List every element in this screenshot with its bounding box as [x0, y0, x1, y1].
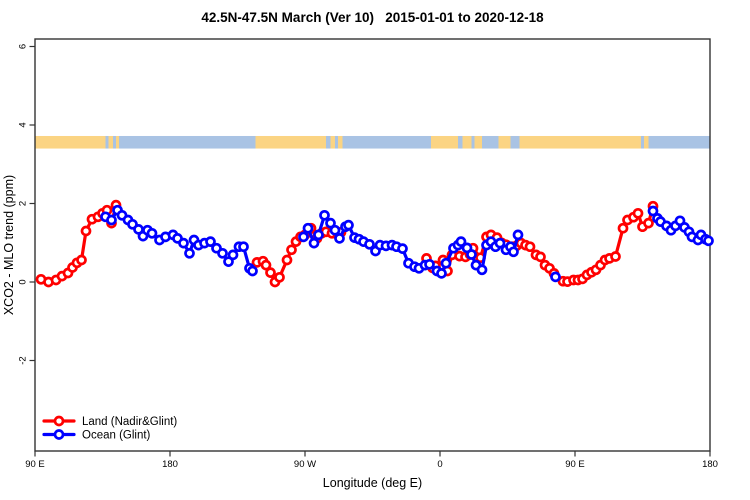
land-data-point: [632, 207, 644, 219]
coast-strip-segment-land: [338, 135, 343, 149]
ocean-data-point: [455, 236, 467, 247]
y-tick-label: 0: [18, 279, 29, 284]
coast-strip-segment-ocean: [335, 135, 338, 149]
coast-strip-segment-land: [431, 135, 458, 149]
land-data-point: [617, 222, 629, 234]
ocean-data-point: [106, 214, 117, 226]
ocean-data-point: [424, 258, 435, 270]
coast-strip-segment-land: [462, 135, 472, 149]
x-tick-label: 180: [702, 459, 718, 470]
coast-strip-segment-land: [108, 135, 113, 149]
ocean-data-point: [364, 238, 375, 250]
ocean-data-point: [308, 237, 320, 249]
y-tick-label: -2: [18, 356, 29, 364]
ocean-data-point: [178, 237, 189, 249]
coast-strip-segment-land: [255, 135, 326, 149]
ocean-data-point: [313, 229, 324, 241]
coast-strip-segment-land: [330, 135, 335, 149]
coast-strip-segment-ocean: [648, 135, 710, 149]
x-tick-label: 90 W: [294, 459, 316, 470]
coast-strip-segment-ocean: [342, 135, 431, 149]
x-tick-label: 90 E: [565, 459, 585, 470]
coast-strip-segment-ocean: [113, 135, 116, 149]
ocean-data-point: [476, 264, 488, 276]
x-tick-label: 0: [437, 459, 442, 470]
ocean-data-point: [343, 219, 354, 231]
land-data-point: [260, 259, 272, 271]
ocean-data-point: [334, 233, 345, 244]
y-tick-label: 4: [18, 122, 29, 127]
y-tick-label: 2: [18, 201, 29, 206]
land-data-point: [80, 225, 92, 237]
chart-title: 42.5N-47.5N March (Ver 10) 2015-01-01 to…: [201, 10, 544, 25]
ocean-data-point: [205, 236, 216, 247]
coast-strip-segment-land: [35, 135, 106, 149]
ocean-data-point: [508, 246, 519, 258]
ocean-data-point: [647, 205, 659, 217]
coast-strip-segment-ocean: [471, 135, 475, 149]
ocean-data-point: [227, 249, 239, 261]
coast-strip-segment-ocean: [105, 135, 109, 149]
ocean-data-point: [238, 241, 249, 253]
legend-label: Ocean (Glint): [82, 430, 151, 442]
coast-strip-segment-ocean: [119, 135, 256, 149]
ocean-data-point: [325, 217, 336, 229]
coast-strip-segment-land: [519, 135, 641, 149]
ocean-data-point: [550, 271, 561, 283]
land-data-point: [286, 244, 297, 256]
ocean-data-point: [247, 265, 258, 277]
ocean-data-point: [703, 235, 714, 247]
y-tick-label: 6: [18, 44, 29, 49]
ocean-data-point: [466, 249, 477, 260]
land-data-point: [281, 254, 293, 266]
coast-strip-segment-ocean: [482, 135, 499, 149]
land-data-point: [610, 251, 621, 262]
ocean-data-point: [440, 257, 452, 269]
ocean-data-point: [319, 209, 330, 221]
land-data-point: [274, 271, 285, 283]
coast-strip-segment-land: [116, 135, 119, 149]
ocean-data-point: [512, 229, 524, 241]
coast-strip-segment-land: [474, 135, 482, 149]
ocean-data-point: [494, 237, 506, 249]
land-data-point: [524, 241, 536, 253]
ocean-data-point: [302, 222, 314, 234]
land-data-point: [265, 267, 276, 278]
ocean-data-point: [184, 247, 195, 259]
ocean-data-point: [329, 224, 341, 236]
legend: Land (Nadir&Glint) Ocean (Glint): [42, 415, 177, 442]
coast-strip-segment-land: [498, 135, 511, 149]
ocean-data-point: [217, 247, 228, 259]
x-tick-label: 90 E: [25, 459, 45, 470]
ocean-data-point: [298, 231, 309, 243]
land-data-point: [535, 251, 546, 263]
coast-strip-segment-ocean: [510, 135, 520, 149]
coast-strip-segment-land: [644, 135, 649, 149]
legend-label: Land (Nadir&Glint): [82, 416, 177, 428]
coast-strip-segment-ocean: [641, 135, 644, 149]
x-tick-label: 180: [162, 459, 178, 470]
legend-point-swatch: [53, 415, 65, 427]
coast-strip-segment-ocean: [326, 135, 331, 149]
ocean-data-point: [436, 268, 447, 279]
legend-point-swatch: [53, 429, 65, 440]
x-axis-title: Longitude (deg E): [322, 476, 423, 490]
coast-strip-segment-ocean: [458, 135, 463, 149]
land-data-point: [643, 217, 654, 229]
ocean-data-point: [397, 243, 408, 254]
ocean-data-point: [146, 227, 158, 239]
land-data-point: [76, 254, 87, 266]
